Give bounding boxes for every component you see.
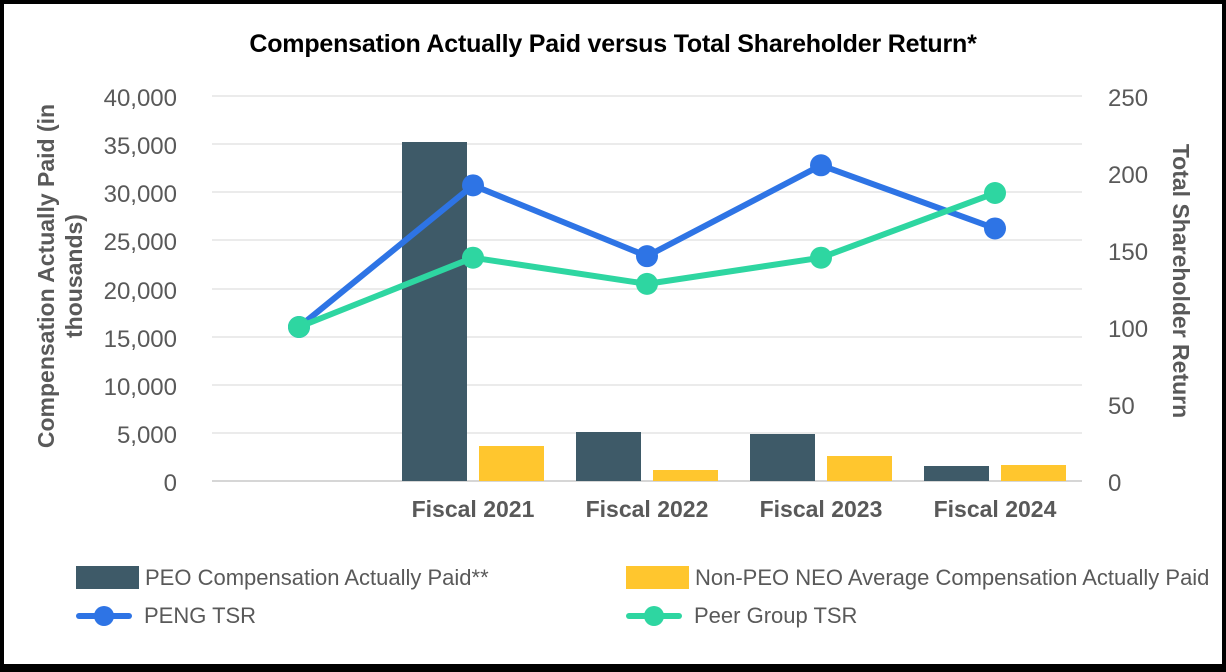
bar-peo-fiscal-2023 <box>750 433 815 481</box>
legend-swatch-peo <box>76 566 139 589</box>
legend-dot-peng <box>94 605 114 626</box>
legend-line-peng <box>76 605 132 626</box>
legend-item-peer-tsr: Peer Group TSR <box>626 602 858 628</box>
left-axis-tick-label: 5,000 <box>116 421 177 449</box>
chart-title: Compensation Actually Paid versus Total … <box>249 30 977 58</box>
peer-group-tsr-marker <box>636 272 658 295</box>
gridline <box>212 431 1082 434</box>
peng-tsr-marker <box>636 245 658 268</box>
peng-tsr-marker <box>810 154 832 177</box>
gridline <box>212 335 1082 338</box>
bar-peo-fiscal-2022 <box>576 431 641 481</box>
x-axis-label: Fiscal 2021 <box>411 496 535 522</box>
peng-tsr-marker <box>462 174 484 197</box>
peer-group-tsr-marker <box>810 246 832 269</box>
right-axis-tick-label: 250 <box>1108 85 1149 112</box>
x-axis-line <box>212 480 1082 482</box>
legend-item-peo: PEO Compensation Actually Paid** <box>76 564 489 590</box>
peer-group-tsr-marker <box>984 182 1006 205</box>
right-axis-tick-label: 150 <box>1108 239 1149 266</box>
bar-neo-fiscal-2021 <box>479 446 544 481</box>
gridline <box>212 143 1082 146</box>
left-axis-tick-label: 35,000 <box>103 133 177 161</box>
peer-group-tsr-marker <box>288 316 310 338</box>
left-axis-tick-label: 15,000 <box>103 325 177 353</box>
peer-group-tsr-marker <box>462 246 484 269</box>
legend-label-peo: PEO Compensation Actually Paid** <box>145 564 489 590</box>
left-axis-tick-label: 40,000 <box>103 85 177 112</box>
legend-dot-peer <box>644 605 664 626</box>
left-axis-tick-label: 25,000 <box>103 229 177 257</box>
left-axis-tick-label: 0 <box>163 470 177 497</box>
legend-swatch-neo <box>626 566 689 589</box>
legend-line-peer <box>626 605 682 626</box>
legend-label-peng-tsr: PENG TSR <box>144 602 257 628</box>
x-axis-label: Fiscal 2022 <box>585 496 709 522</box>
legend-label-peer-tsr: Peer Group TSR <box>694 602 858 628</box>
bar-neo-fiscal-2024 <box>1001 464 1066 481</box>
left-axis-tick-label: 20,000 <box>103 277 177 305</box>
left-axis-tick-label: 30,000 <box>103 181 177 209</box>
peng-tsr-marker <box>984 217 1006 240</box>
legend-label-neo: Non-PEO NEO Average Compensation Actuall… <box>695 564 1210 590</box>
legend-item-peng-tsr: PENG TSR <box>76 602 257 628</box>
right-axis-tick-label: 50 <box>1108 393 1135 420</box>
tsr-lines-svg <box>288 154 1006 338</box>
bar-peo-fiscal-2024 <box>924 465 989 481</box>
gridline <box>212 191 1082 194</box>
x-axis-label: Fiscal 2024 <box>933 496 1057 522</box>
left-axis-tick-label: 10,000 <box>103 373 177 401</box>
gridline <box>212 239 1082 242</box>
right-axis-tick-label: 200 <box>1108 162 1149 189</box>
gridline <box>212 95 1082 97</box>
right-axis-tick-label: 0 <box>1108 470 1122 497</box>
gridline <box>212 383 1082 386</box>
bar-neo-fiscal-2022 <box>653 470 718 481</box>
x-axis-label: Fiscal 2023 <box>759 496 883 522</box>
legend-item-neo: Non-PEO NEO Average Compensation Actuall… <box>626 564 1210 590</box>
bar-neo-fiscal-2023 <box>827 455 892 481</box>
right-axis-tick-label: 100 <box>1108 316 1149 343</box>
